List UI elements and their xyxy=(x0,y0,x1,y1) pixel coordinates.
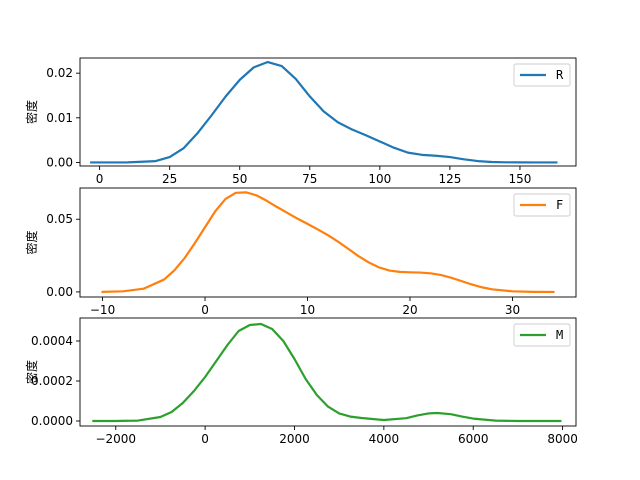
x-tick-label: 6000 xyxy=(458,432,489,446)
series-line-R xyxy=(90,60,558,164)
y-tick-label: 0.0004 xyxy=(31,334,73,348)
axes-frame xyxy=(79,187,577,298)
x-tick-label: 30 xyxy=(505,303,520,317)
x-tick-label: −10 xyxy=(90,303,115,317)
x-tick-label: 100 xyxy=(368,172,391,186)
x-tick-label: 50 xyxy=(232,172,247,186)
x-tick-label: 10 xyxy=(300,303,315,317)
x-tick-label: 75 xyxy=(302,172,317,186)
x-tick-label: 20 xyxy=(402,303,417,317)
subplot-1: 0 25 50 75 100 125 150 0.00 0.01 0.02 密度 R xyxy=(24,57,577,186)
y-axis-label: 密度 xyxy=(24,360,39,384)
y-axis-label: 密度 xyxy=(24,100,39,124)
legend-label: M xyxy=(556,328,563,342)
x-tick-label: 125 xyxy=(438,172,461,186)
x-tick-label: 0 xyxy=(96,172,104,186)
x-tick-label: −2000 xyxy=(95,432,136,446)
y-tick-label: 0.0002 xyxy=(31,374,73,388)
x-tick-label: 25 xyxy=(162,172,177,186)
legend: F xyxy=(513,193,571,217)
axes-frame xyxy=(79,57,577,167)
legend: M xyxy=(513,323,571,347)
x-tick-label: 8000 xyxy=(547,432,578,446)
x-tick-label: 0 xyxy=(201,432,209,446)
subplot-2: −10 0 10 20 30 0.00 0.05 密度 F xyxy=(24,187,577,317)
y-axis-label: 密度 xyxy=(24,230,39,254)
y-tick-label: 0.00 xyxy=(46,285,73,299)
x-tick-label: 150 xyxy=(509,172,532,186)
y-tick-label: 0.00 xyxy=(46,155,73,169)
series-line-F xyxy=(101,191,555,294)
x-tick-label: 0 xyxy=(201,303,209,317)
axes-frame xyxy=(79,317,577,427)
x-tick-label: 4000 xyxy=(369,432,400,446)
subplot-3: −2000 0 2000 4000 6000 8000 0.0000 0.0002 0.0004… xyxy=(24,317,578,446)
legend-label: F xyxy=(556,198,563,212)
y-tick-label: 0.0000 xyxy=(31,414,73,428)
x-tick-label: 2000 xyxy=(279,432,310,446)
y-tick-label: 0.05 xyxy=(46,212,73,226)
legend-label: R xyxy=(556,68,564,82)
series-line-M xyxy=(92,322,562,423)
y-tick-label: 0.01 xyxy=(46,111,73,125)
y-tick-label: 0.02 xyxy=(46,66,73,80)
legend: R xyxy=(513,63,571,87)
